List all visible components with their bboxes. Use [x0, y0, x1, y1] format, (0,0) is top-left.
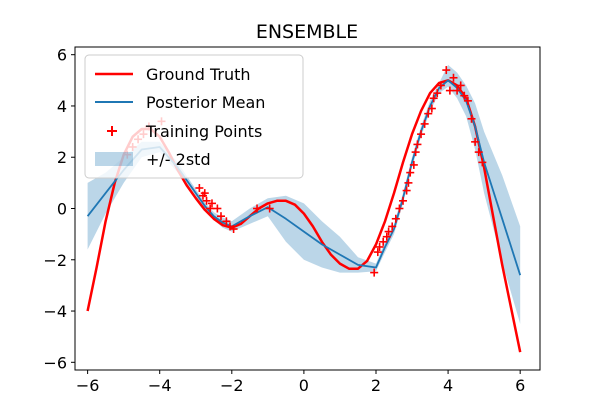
- training-point: [442, 66, 451, 75]
- y-tick-label: 2: [57, 148, 67, 167]
- training-point: [467, 114, 476, 123]
- x-tick-label: 4: [443, 376, 453, 395]
- legend: Ground Truth Posterior Mean Training Poi…: [84, 54, 304, 179]
- y-tick-label: −6: [43, 353, 67, 372]
- training-point: [388, 222, 397, 231]
- x-tick-label: −2: [220, 376, 244, 395]
- legend-training-points-swatch: [107, 126, 117, 136]
- training-point: [436, 81, 445, 90]
- training-point: [409, 160, 418, 169]
- legend-box: [84, 54, 304, 179]
- y-tick-label: −2: [43, 251, 67, 270]
- y-tick-label: 6: [57, 46, 67, 65]
- training-point: [445, 86, 454, 95]
- training-point: [253, 204, 262, 213]
- legend-band-label: +/- 2std: [146, 150, 211, 169]
- y-tick-label: 0: [57, 200, 67, 219]
- training-point: [406, 168, 415, 177]
- y-tick-label: −4: [43, 302, 67, 321]
- training-point: [413, 140, 422, 149]
- training-point: [202, 196, 211, 205]
- x-tick-label: 6: [515, 376, 525, 395]
- x-tick-label: 0: [299, 376, 309, 395]
- x-axis-ticks: −6 −4 −2 0 2 4 6: [76, 370, 525, 395]
- training-point: [265, 204, 274, 213]
- training-point: [429, 94, 438, 103]
- training-point: [402, 186, 411, 195]
- training-point: [404, 178, 413, 187]
- training-point: [373, 248, 382, 257]
- training-point: [200, 189, 209, 198]
- training-point: [424, 109, 433, 118]
- training-point: [391, 214, 400, 223]
- training-point: [229, 225, 238, 234]
- training-point: [420, 119, 429, 128]
- chart-title: ENSEMBLE: [256, 21, 358, 43]
- training-point: [216, 212, 225, 221]
- x-tick-label: 2: [371, 376, 381, 395]
- training-point: [382, 232, 391, 241]
- training-point: [370, 268, 379, 277]
- training-point: [206, 204, 215, 213]
- training-point: [384, 227, 393, 236]
- training-point: [460, 91, 469, 100]
- training-point: [427, 104, 436, 113]
- training-point: [379, 237, 388, 246]
- training-point: [399, 196, 408, 205]
- training-point: [478, 158, 487, 167]
- training-point: [207, 199, 216, 208]
- training-point: [471, 137, 480, 146]
- legend-posterior-mean-label: Posterior Mean: [146, 93, 265, 112]
- x-tick-label: −4: [148, 376, 172, 395]
- training-point: [453, 86, 462, 95]
- training-point: [463, 96, 472, 105]
- legend-ground-truth-label: Ground Truth: [146, 65, 251, 84]
- legend-band-swatch: [95, 152, 133, 166]
- training-point: [433, 89, 442, 98]
- training-point: [417, 130, 426, 139]
- training-point: [375, 242, 384, 251]
- training-point: [222, 217, 231, 226]
- training-point: [411, 148, 420, 157]
- training-point: [195, 183, 204, 192]
- training-point: [213, 204, 222, 213]
- y-axis-ticks: −6 −4 −2 0 2 4 6: [43, 46, 75, 372]
- x-tick-label: −6: [76, 376, 100, 395]
- legend-training-points-label: Training Points: [145, 122, 262, 141]
- training-point: [474, 148, 483, 157]
- training-point: [456, 81, 465, 90]
- training-point: [449, 73, 458, 82]
- y-tick-label: 4: [57, 97, 67, 116]
- training-point: [395, 204, 404, 213]
